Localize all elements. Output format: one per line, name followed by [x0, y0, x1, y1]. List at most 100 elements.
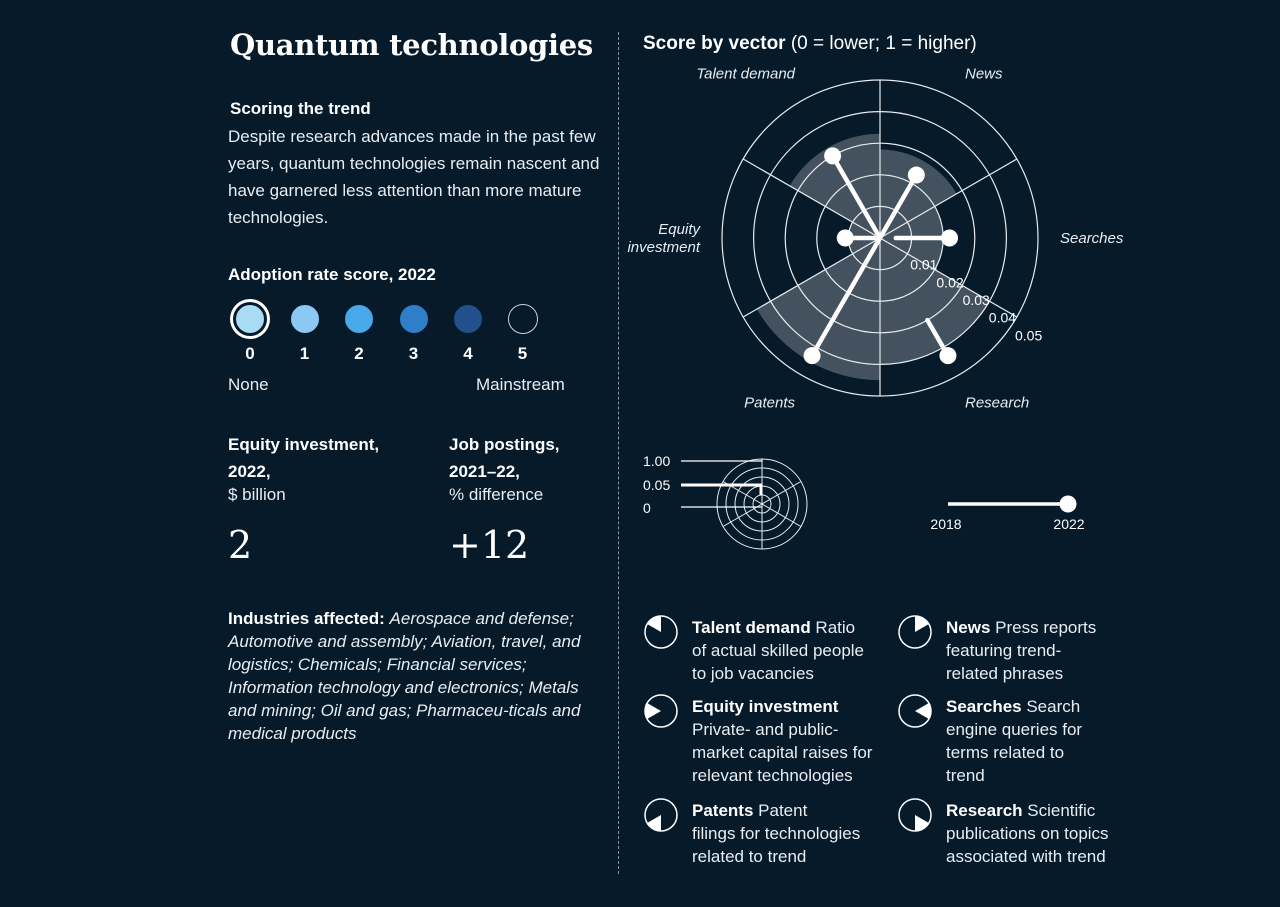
equity-heading-line1: Equity investment, — [228, 435, 380, 454]
score-dot-research — [939, 347, 957, 365]
sector-fill-patents — [756, 238, 880, 381]
legend-equity-investment-icon — [644, 694, 678, 728]
vector-label-line: Talent demand — [696, 65, 795, 82]
key-year-end: 2022 — [1053, 516, 1084, 532]
legend-research: Research Scientific publications on topic… — [946, 799, 1146, 868]
jobs-unit: % difference — [449, 485, 544, 504]
key-divider — [722, 503, 763, 527]
sector-divider — [879, 237, 1018, 318]
vector-label-patents: Patents — [744, 395, 795, 412]
key-scale-label: 1.00 — [643, 453, 670, 469]
score-line-talent-demand — [830, 153, 883, 241]
industries-text: Aerospace and defense; Automotive and as… — [228, 609, 581, 743]
legend-line: to job vacancies — [692, 664, 814, 683]
sector-divider — [879, 158, 1018, 239]
score-dot-patents — [803, 347, 821, 365]
legend-line: News Press reports — [946, 618, 1097, 637]
key-timeline-end-dot — [1059, 495, 1077, 513]
legend-searches: Searches Search engine queries for terms r… — [946, 695, 1146, 787]
legend-icon-sector — [915, 815, 929, 831]
legend-line: Talent demand Ratio — [692, 618, 856, 637]
vector-label-news: News — [965, 65, 1003, 82]
legend-line: filings for technologies — [692, 824, 861, 843]
adoption-level-3-dot — [398, 304, 429, 334]
adoption-level-5-dot — [507, 304, 538, 334]
vector-label-research: Research — [965, 395, 1029, 412]
adoption-level-2-label: 2 — [354, 344, 364, 363]
score-line-patents — [809, 235, 883, 358]
legend-line: relevant technologies — [692, 766, 853, 785]
scoring-body: Despite research advances made in the pa… — [228, 127, 600, 227]
key-leader-max — [681, 459, 763, 462]
legend-line: of actual skilled people — [692, 641, 865, 660]
score-dot-talent-demand — [824, 147, 842, 165]
legend-line: Equity investment — [692, 697, 839, 716]
legend-line: Searches Search — [946, 697, 1081, 716]
page-title: Quantum technologies — [230, 28, 593, 62]
vector-label-line: News — [965, 65, 1003, 82]
legend-line: related to trend — [692, 847, 807, 866]
jobs-value: +12 — [449, 523, 530, 567]
legend-line: market capital raises for — [692, 743, 873, 762]
adoption-level-4-label: 4 — [463, 344, 473, 363]
adoption-level-4-dot — [453, 304, 483, 334]
radial-tick-label: 0.05 — [1015, 327, 1042, 343]
legend-line: engine queries for — [946, 720, 1083, 739]
legend-line: Research Scientific — [946, 801, 1096, 820]
legend-line: publications on topics — [946, 824, 1109, 843]
vector-label-line: Equity — [658, 221, 701, 238]
adoption-level-0-dot — [235, 304, 265, 334]
jobs-heading-line2: 2021–22, — [449, 462, 520, 481]
key-scale-label: 0.05 — [643, 477, 670, 493]
legend-icon-sector — [647, 815, 661, 831]
radial-tick-label: 0.02 — [936, 274, 963, 290]
legend-news: News Press reports featuring trend-relate… — [946, 616, 1146, 685]
scoring-heading: Scoring the trend — [230, 99, 371, 118]
vector-label-line: investment — [627, 239, 700, 256]
score-dot-searches — [941, 229, 959, 247]
legend-line: trend — [946, 766, 985, 785]
sector-fill-talent-demand — [789, 133, 880, 238]
legend-icon-sector — [915, 616, 929, 632]
equity-value: 2 — [228, 523, 253, 567]
chart-title-note: (0 = lower; 1 = higher) — [790, 33, 977, 54]
legend-line: Private- and public- — [692, 720, 839, 739]
vector-label-talent-demand: Talent demand — [696, 65, 795, 82]
radial-tick-label: 0.01 — [910, 257, 937, 273]
legend-line: associated with trend — [946, 847, 1106, 866]
adoption-level-2-dot — [344, 304, 374, 334]
adoption-level-1-dot — [289, 304, 320, 334]
adoption-heading: Adoption rate score, 2022 — [228, 265, 436, 284]
vector-label-equity-investment: Equity investment — [627, 221, 701, 256]
radial-tick-label: 0.04 — [989, 310, 1016, 326]
legend-patents-icon — [644, 798, 678, 832]
legend-research-icon — [898, 798, 932, 832]
legend-icon-sector — [647, 616, 661, 632]
key-leader-mid — [681, 483, 763, 495]
legend-equity-investment: Equity investment Private- and public-mar… — [692, 695, 892, 787]
score-line-news — [877, 172, 919, 241]
adoption-low-label: None — [228, 375, 269, 394]
legend-patents: Patents Patent filings for technologies re… — [692, 799, 892, 868]
industries-affected: Industries affected: Aerospace and defen… — [228, 607, 588, 745]
industries-label: Industries affected: — [228, 609, 385, 628]
equity-metric: Equity investment, 2022, $ billion 2 — [228, 431, 428, 567]
adoption-level-5-label: 5 — [517, 344, 528, 363]
adoption-level-1-label: 1 — [299, 344, 310, 363]
vector-label-line: Research — [965, 395, 1029, 412]
key-scale-label: 0 — [643, 500, 651, 516]
score-dot-equity-investment — [836, 229, 854, 247]
jobs-heading-line1: Job postings, — [449, 435, 560, 454]
legend-searches-icon — [898, 694, 932, 728]
score-dot-news — [907, 166, 925, 184]
adoption-high-label: Mainstream — [476, 375, 565, 394]
key-year-start: 2018 — [930, 516, 961, 532]
radial-tick-label: 0.03 — [963, 292, 990, 308]
legend-line: related phrases — [946, 664, 1064, 683]
legend-icon-sector — [645, 703, 661, 719]
chart-title: Score by vector (0 = lower; 1 = higher) — [643, 33, 977, 55]
equity-heading-line2: 2022, — [228, 462, 271, 481]
chart-title-main: Score by vector — [643, 33, 786, 54]
sector-divider — [742, 237, 881, 318]
vector-label-line: Searches — [1060, 230, 1124, 247]
